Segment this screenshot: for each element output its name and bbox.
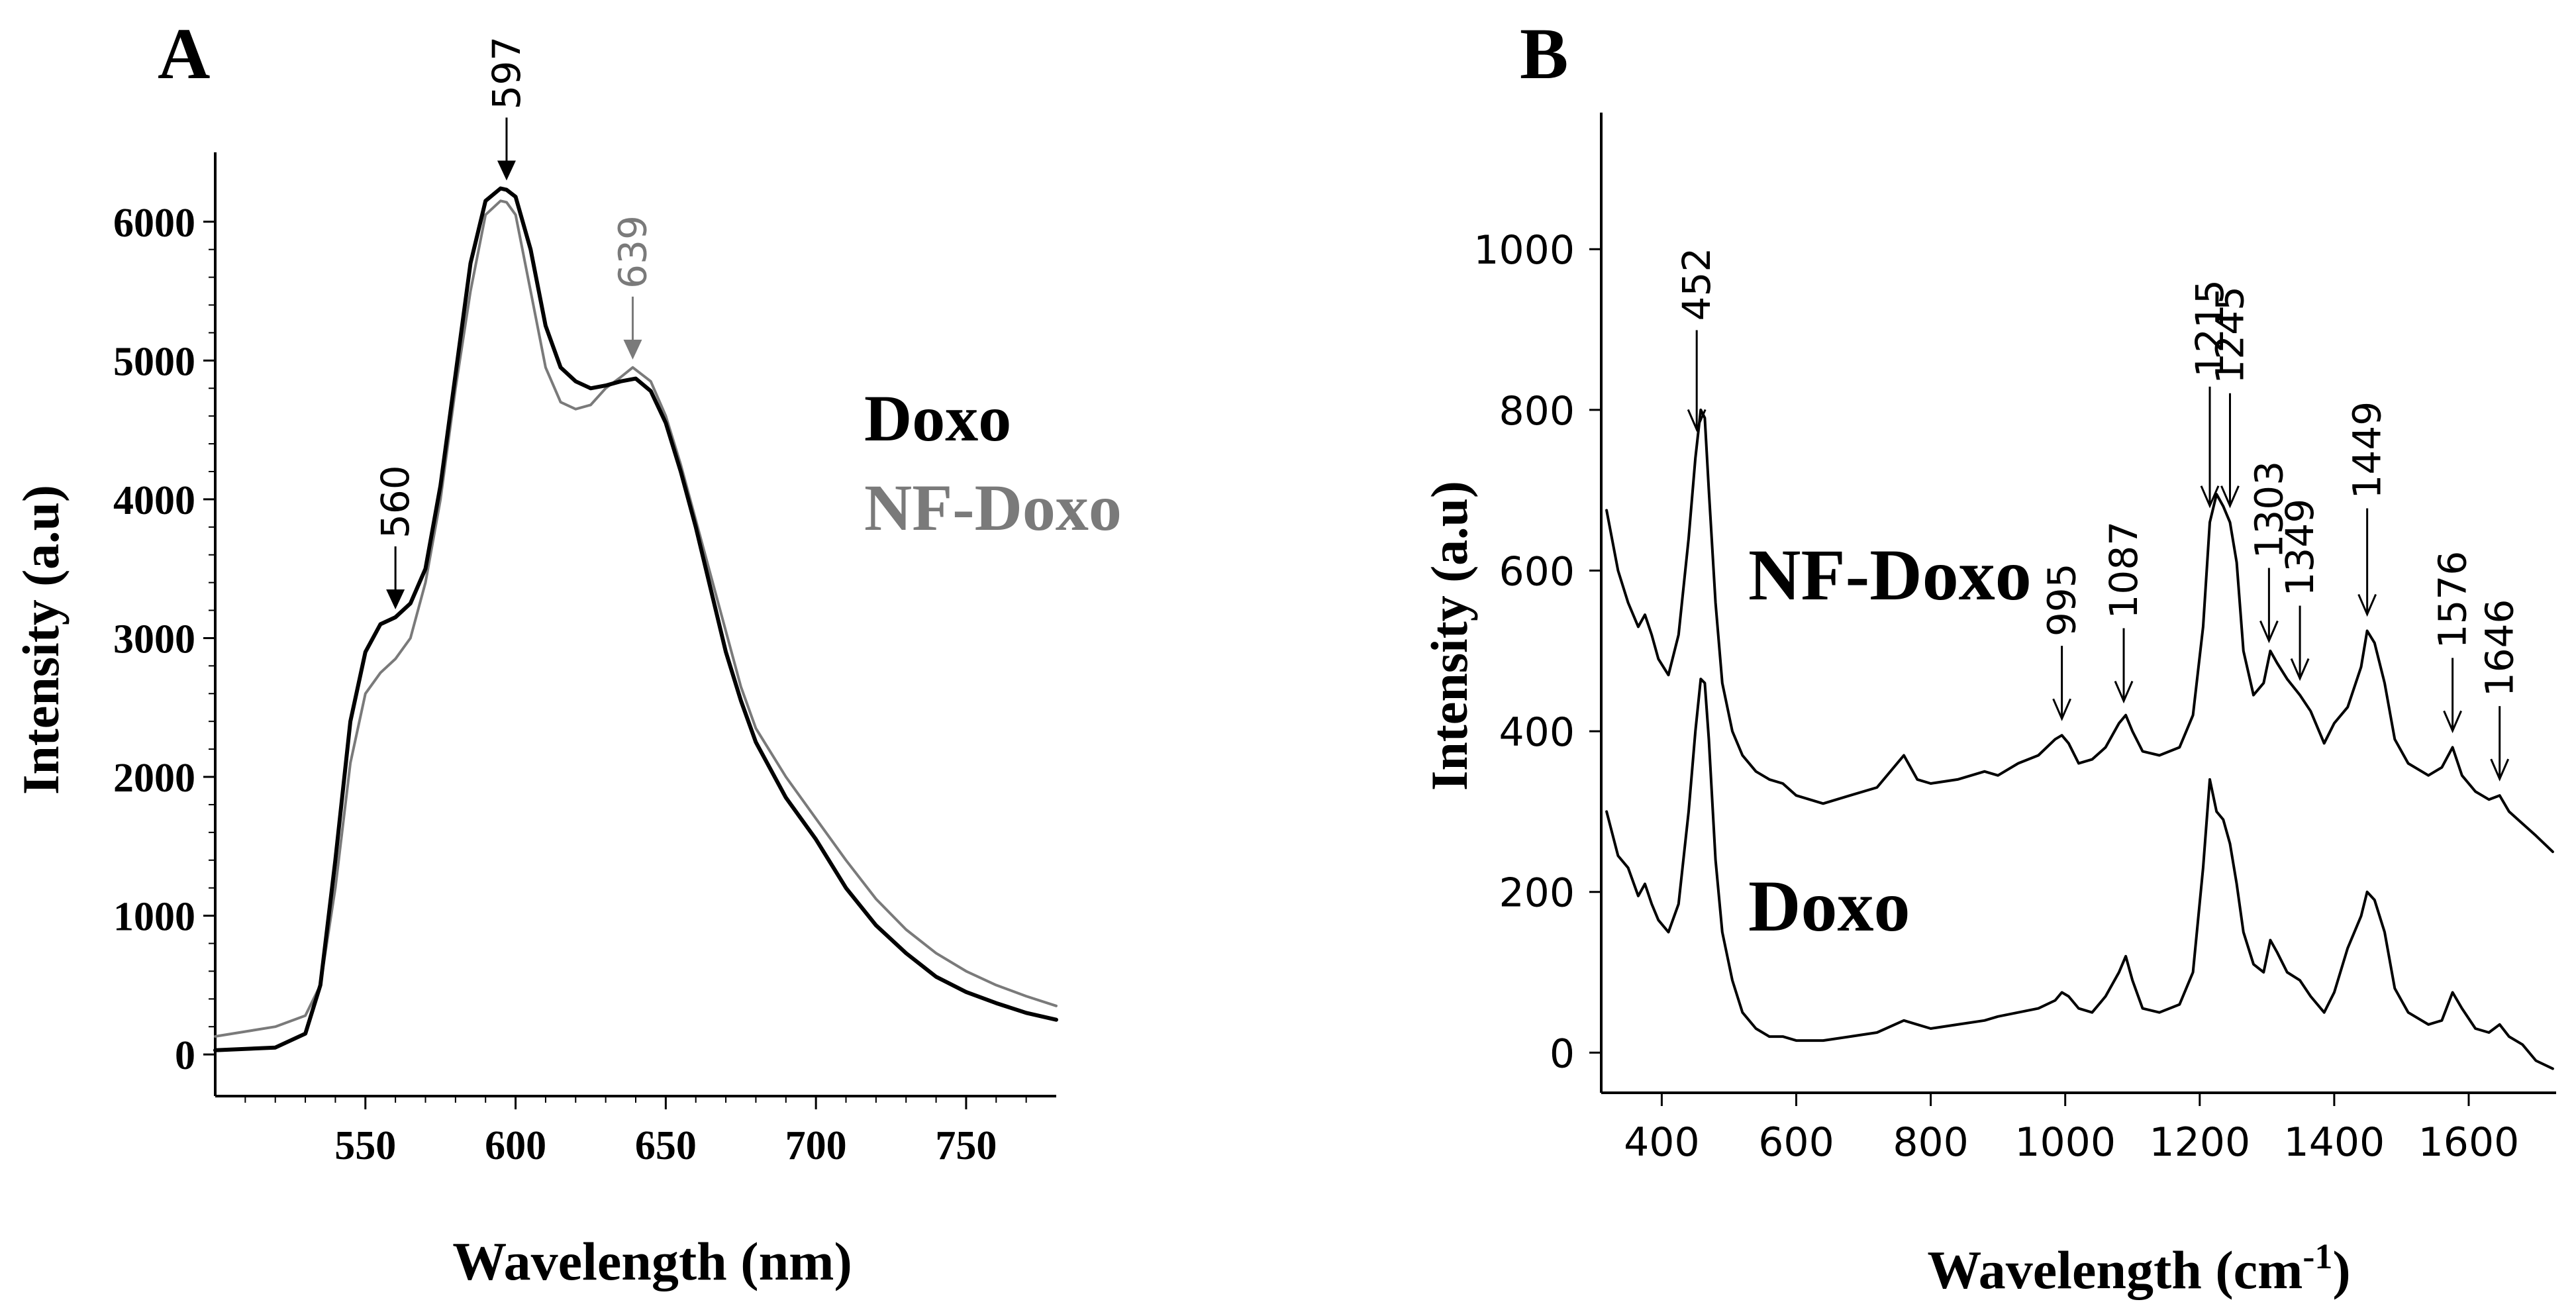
peak-label: 1576 [2430,551,2475,649]
peak-label: 1349 [2277,499,2322,597]
arrow-head [623,339,642,360]
panel-a-annotations: 560 597 639 [373,36,655,610]
arrow-head [2290,658,2310,682]
peak-label: 639 [610,215,655,289]
peak-label: 1087 [2101,521,2146,619]
arrow-head [2490,758,2510,782]
panel-b-y-tick-label: 0 [1550,1031,1575,1077]
panel-a-curves [213,186,1058,1052]
panel-a-letter: A [158,13,210,94]
panel-b-x-tick-label: 400 [1624,1119,1700,1166]
series-label-doxo: Doxo [1748,866,1910,946]
panel-a-y-tick-label: 2000 [113,756,195,801]
arrow-head [2200,485,2220,509]
panel-b-axes: 0 200 400 600 800 1000 400 600 800 1000 1200 1400 16… [1473,113,2556,1166]
arrow-head [2052,698,2071,721]
panel-a-x-tick-label: 750 [935,1123,997,1168]
arrow-head [386,589,405,610]
panel-b: B 0 200 400 600 800 1000 400 600 800 1000 1200 1400… [1420,13,2556,1300]
panel-a-x-tick-label: 550 [334,1123,396,1168]
panel-a-axes: 0 1000 2000 3000 4000 5000 6000 550 600 650 700 750 [113,152,1056,1168]
legend-nf-doxo: NF-Doxo [864,471,1122,544]
arrow-head [2259,620,2279,644]
arrow-head [1687,409,1707,432]
panel-a-x-tick-label: 700 [785,1123,847,1168]
panel-b-x-tick-label: 600 [1758,1119,1834,1166]
panel-b-y-tick-label: 1000 [1473,227,1575,274]
panel-b-y-tick-label: 400 [1499,709,1575,756]
peak-label: 597 [484,36,529,110]
series-line-doxo [213,186,1058,1052]
panel-a-x-tick-label: 650 [635,1123,697,1168]
peak-label: 1646 [2477,599,2522,697]
panel-a-y-tick-label: 0 [175,1033,195,1078]
panel-a-y-tick-label: 5000 [113,339,195,384]
peak-label: 1449 [2345,401,2390,499]
arrow-head [2443,710,2462,734]
arrow-head [2357,593,2377,617]
panel-a-x-tick-label: 600 [485,1123,546,1168]
arrow-head [2114,680,2134,704]
panel-a: A 0 1000 2000 3000 4000 5000 6000 550 600 650 700 7… [12,13,1122,1291]
series-line-nf-doxo [214,199,1058,1038]
panel-b-x-tick-label: 800 [1893,1119,1969,1166]
peak-label: 995 [2040,563,2085,636]
legend-doxo: Doxo [864,381,1011,455]
panel-b-letter: B [1520,13,1568,94]
peak-label: 1303 [2246,461,2291,559]
arrow-head [497,160,516,181]
panel-b-y-tick-label: 200 [1499,870,1575,917]
panel-b-x-tick-label: 1400 [2284,1119,2385,1166]
arrow-head [2220,485,2240,509]
panel-b-x-tick-label: 1200 [2149,1119,2250,1166]
panel-a-y-tick-label: 4000 [113,478,195,523]
panel-b-y-axis-title: Intensity (a.u) [1420,481,1478,791]
panel-b-y-tick-label: 800 [1499,388,1575,434]
peak-label: 1215 [2187,279,2232,378]
panel-a-y-tick-label: 1000 [113,895,195,940]
panel-b-x-tick-label: 1000 [2014,1119,2116,1166]
peak-label: 452 [1674,248,1719,321]
panel-a-y-tick-label: 3000 [113,617,195,662]
panel-a-y-tick-label: 6000 [113,201,195,246]
peak-label: 1245 [2207,286,2252,384]
panel-a-x-axis-title: Wavelength (nm) [452,1231,852,1291]
peak-label: 560 [373,465,418,538]
panel-b-curves [1605,408,2554,1070]
panel-a-y-axis-title: Intensity (a.u) [12,485,70,795]
panel-b-x-axis-title: Wavelength (cm-1) [1927,1237,2350,1300]
series-label-nf-doxo: NF-Doxo [1748,534,2032,615]
spectrum-line-nf-doxo [1605,408,2554,854]
panel-b-y-tick-label: 600 [1499,548,1575,595]
spectrum-line-doxo [1605,678,2554,1070]
panel-b-x-tick-label: 1600 [2418,1119,2520,1166]
